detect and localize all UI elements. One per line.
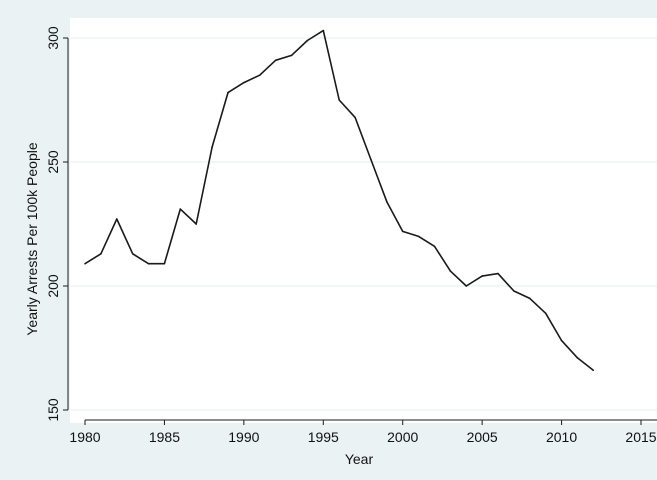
x-ticks: 1980 1985 1990 1995 2000 2005 2010 2015 <box>69 420 657 445</box>
data-point <box>84 262 86 265</box>
data-point <box>544 312 547 315</box>
data-point <box>592 369 595 372</box>
data-point <box>481 275 483 277</box>
data-point <box>386 200 388 203</box>
x-tick-label: 1980 <box>69 429 100 445</box>
x-tick-label: 2015 <box>625 429 656 445</box>
data-point <box>243 81 245 84</box>
data-point <box>211 146 213 148</box>
x-tick-label: 2005 <box>467 429 498 445</box>
data-point <box>195 223 197 225</box>
x-axis-title: Year <box>345 451 374 467</box>
data-point <box>306 39 309 42</box>
data-point <box>116 218 118 220</box>
y-tick-label: 300 <box>45 26 61 50</box>
data-point <box>576 357 579 359</box>
data-point <box>354 116 356 119</box>
y-tick-label: 250 <box>45 150 61 174</box>
x-tick-label: 2000 <box>387 429 418 445</box>
data-point <box>433 245 436 248</box>
data-point <box>274 59 277 62</box>
data-point <box>513 290 515 292</box>
data-point <box>338 99 341 101</box>
x-tick-label: 2010 <box>546 429 577 445</box>
data-point <box>290 54 293 57</box>
data-point <box>449 270 452 272</box>
data-point <box>560 339 563 342</box>
data-point <box>258 74 261 76</box>
y-tick-label: 150 <box>45 398 61 422</box>
y-ticks: 150 200 250 300 <box>45 26 68 422</box>
data-point <box>417 235 420 238</box>
data-point <box>163 262 166 265</box>
series-lines <box>84 29 595 372</box>
x-tick-label: 1995 <box>308 429 339 445</box>
x-tick-label: 1990 <box>228 429 259 445</box>
data-point <box>179 208 182 210</box>
data-point <box>100 253 102 255</box>
data-point <box>322 29 325 32</box>
data-point <box>401 230 404 233</box>
x-tick-label: 1985 <box>149 429 180 445</box>
data-point <box>497 272 499 275</box>
data-point <box>131 253 134 255</box>
data-point <box>529 297 531 300</box>
data-point <box>465 285 468 287</box>
y-axis-title: Yearly Arrests Per 100k People <box>24 142 40 335</box>
plot-area <box>70 18 657 423</box>
grid-lines <box>71 37 657 411</box>
data-point <box>147 262 150 265</box>
data-point <box>370 158 372 161</box>
y-tick-label: 200 <box>45 274 61 298</box>
data-point <box>227 91 229 94</box>
